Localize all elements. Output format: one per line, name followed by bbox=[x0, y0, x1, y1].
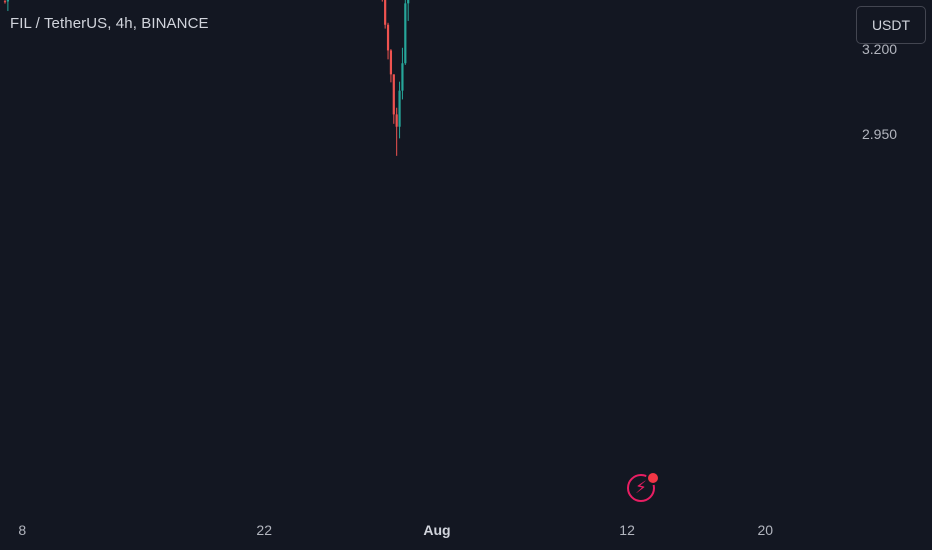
candle-body bbox=[401, 63, 404, 91]
x-tick-label: Aug bbox=[423, 522, 450, 538]
candle-body bbox=[384, 0, 387, 25]
candle-body bbox=[389, 50, 393, 75]
lightning-bolt-icon[interactable]: ⚡ bbox=[627, 474, 655, 502]
x-tick-label: 12 bbox=[619, 522, 635, 538]
candle-body bbox=[407, 0, 410, 4]
candle-body bbox=[392, 74, 395, 115]
x-tick-label: 20 bbox=[758, 522, 774, 538]
candle-body bbox=[398, 90, 401, 127]
candle-body bbox=[6, 0, 9, 2]
x-tick-label: 8 bbox=[18, 522, 26, 538]
candle-body bbox=[404, 3, 407, 64]
y-tick-label: 3.200 bbox=[862, 41, 897, 57]
currency-button[interactable]: USDT bbox=[856, 6, 926, 44]
candle-body bbox=[386, 24, 390, 51]
y-tick-label: 2.950 bbox=[862, 126, 897, 142]
candle-body bbox=[3, 1, 7, 3]
candle-body bbox=[395, 114, 398, 127]
chart-title: FIL / TetherUS, 4h, BINANCE bbox=[10, 15, 209, 32]
notification-dot bbox=[646, 471, 660, 485]
x-tick-label: 22 bbox=[256, 522, 272, 538]
